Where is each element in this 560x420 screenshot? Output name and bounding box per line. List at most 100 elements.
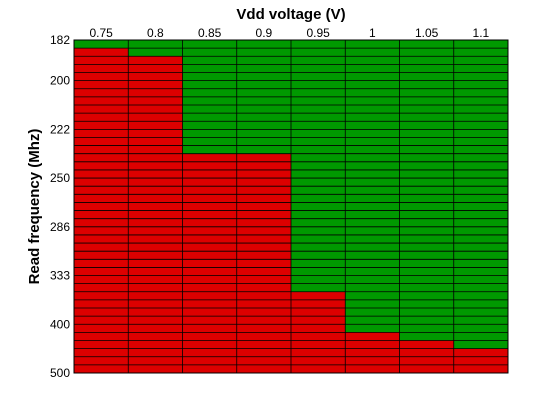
cell-fail	[128, 161, 183, 171]
cell-pass	[291, 275, 346, 285]
cell-pass	[453, 104, 509, 114]
cell-pass	[453, 324, 509, 333]
cell-fail	[345, 356, 400, 366]
cell-pass	[453, 291, 509, 301]
x-tick-label: 1.1	[473, 26, 490, 40]
cell-fail	[128, 267, 183, 277]
cell-fail	[399, 348, 455, 358]
cell-pass	[453, 121, 509, 130]
cell-pass	[453, 340, 509, 350]
cell-fail	[128, 80, 183, 90]
cell-pass	[399, 121, 455, 130]
cell-pass	[453, 226, 509, 236]
cell-pass	[291, 243, 346, 252]
cell-fail	[236, 340, 292, 350]
cell-fail	[74, 137, 129, 147]
cell-fail	[128, 186, 183, 195]
cell-pass	[399, 243, 455, 252]
cell-pass	[291, 80, 346, 90]
cell-fail	[128, 96, 183, 106]
cell-fail	[345, 332, 400, 342]
grid-lines	[74, 40, 508, 373]
cell-fail	[236, 202, 292, 212]
cell-fail	[74, 121, 129, 130]
heatmap-cells	[74, 40, 509, 374]
cell-pass	[128, 40, 183, 49]
cell-pass	[399, 161, 455, 171]
cell-fail	[128, 316, 183, 325]
cell-pass	[182, 129, 238, 138]
y-tick-label: 286	[50, 220, 70, 234]
cell-pass	[399, 251, 455, 260]
cell-fail	[453, 356, 509, 366]
cell-fail	[182, 316, 238, 325]
cell-pass	[182, 96, 238, 106]
cell-pass	[291, 129, 346, 138]
cell-pass	[291, 259, 346, 268]
y-tick-label: 182	[50, 33, 70, 47]
cell-pass	[345, 104, 400, 114]
x-tick-label: 1.05	[415, 26, 439, 40]
cell-pass	[453, 72, 509, 82]
cell-fail	[74, 194, 129, 203]
cell-fail	[236, 226, 292, 236]
cell-fail	[236, 275, 292, 285]
cell-fail	[182, 169, 238, 179]
cell-pass	[291, 72, 346, 82]
cell-pass	[399, 267, 455, 277]
cell-fail	[236, 267, 292, 277]
cell-fail	[291, 348, 346, 358]
cell-fail	[74, 186, 129, 195]
cell-pass	[345, 40, 400, 49]
cell-fail	[345, 348, 400, 358]
cell-fail	[128, 88, 183, 98]
cell-fail	[128, 308, 183, 317]
cell-fail	[128, 113, 183, 122]
cell-pass	[182, 113, 238, 122]
cell-fail	[182, 259, 238, 268]
cell-pass	[399, 291, 455, 301]
cell-fail	[182, 234, 238, 244]
cell-pass	[345, 210, 400, 220]
cell-pass	[453, 64, 509, 73]
cell-fail	[236, 308, 292, 317]
cell-pass	[182, 80, 238, 90]
cell-fail	[236, 251, 292, 260]
cell-fail	[128, 299, 183, 309]
cell-pass	[236, 40, 292, 49]
cell-pass	[345, 259, 400, 268]
cell-pass	[236, 96, 292, 106]
cell-pass	[345, 121, 400, 130]
cell-fail	[128, 153, 183, 163]
cell-fail	[128, 64, 183, 73]
cell-fail	[345, 340, 400, 350]
cell-fail	[182, 226, 238, 236]
cell-fail	[74, 210, 129, 220]
cell-fail	[291, 291, 346, 301]
cell-fail	[128, 348, 183, 358]
cell-fail	[182, 356, 238, 366]
cell-fail	[128, 210, 183, 220]
cell-pass	[182, 64, 238, 73]
cell-fail	[236, 178, 292, 187]
cell-fail	[182, 308, 238, 317]
cell-pass	[182, 121, 238, 130]
cell-pass	[291, 267, 346, 277]
cell-fail	[182, 324, 238, 333]
cell-fail	[182, 218, 238, 228]
cell-pass	[399, 324, 455, 333]
cell-fail	[74, 145, 129, 155]
cell-fail	[182, 153, 238, 163]
cell-pass	[453, 161, 509, 171]
cell-fail	[128, 243, 183, 252]
y-tick-label: 250	[50, 171, 70, 185]
cell-pass	[128, 48, 183, 57]
cell-fail	[182, 267, 238, 277]
cell-fail	[128, 218, 183, 228]
cell-pass	[399, 316, 455, 325]
cell-fail	[399, 340, 455, 350]
cell-fail	[74, 153, 129, 163]
cell-fail	[128, 104, 183, 114]
cell-pass	[291, 137, 346, 147]
x-tick-label: 0.85	[198, 26, 222, 40]
